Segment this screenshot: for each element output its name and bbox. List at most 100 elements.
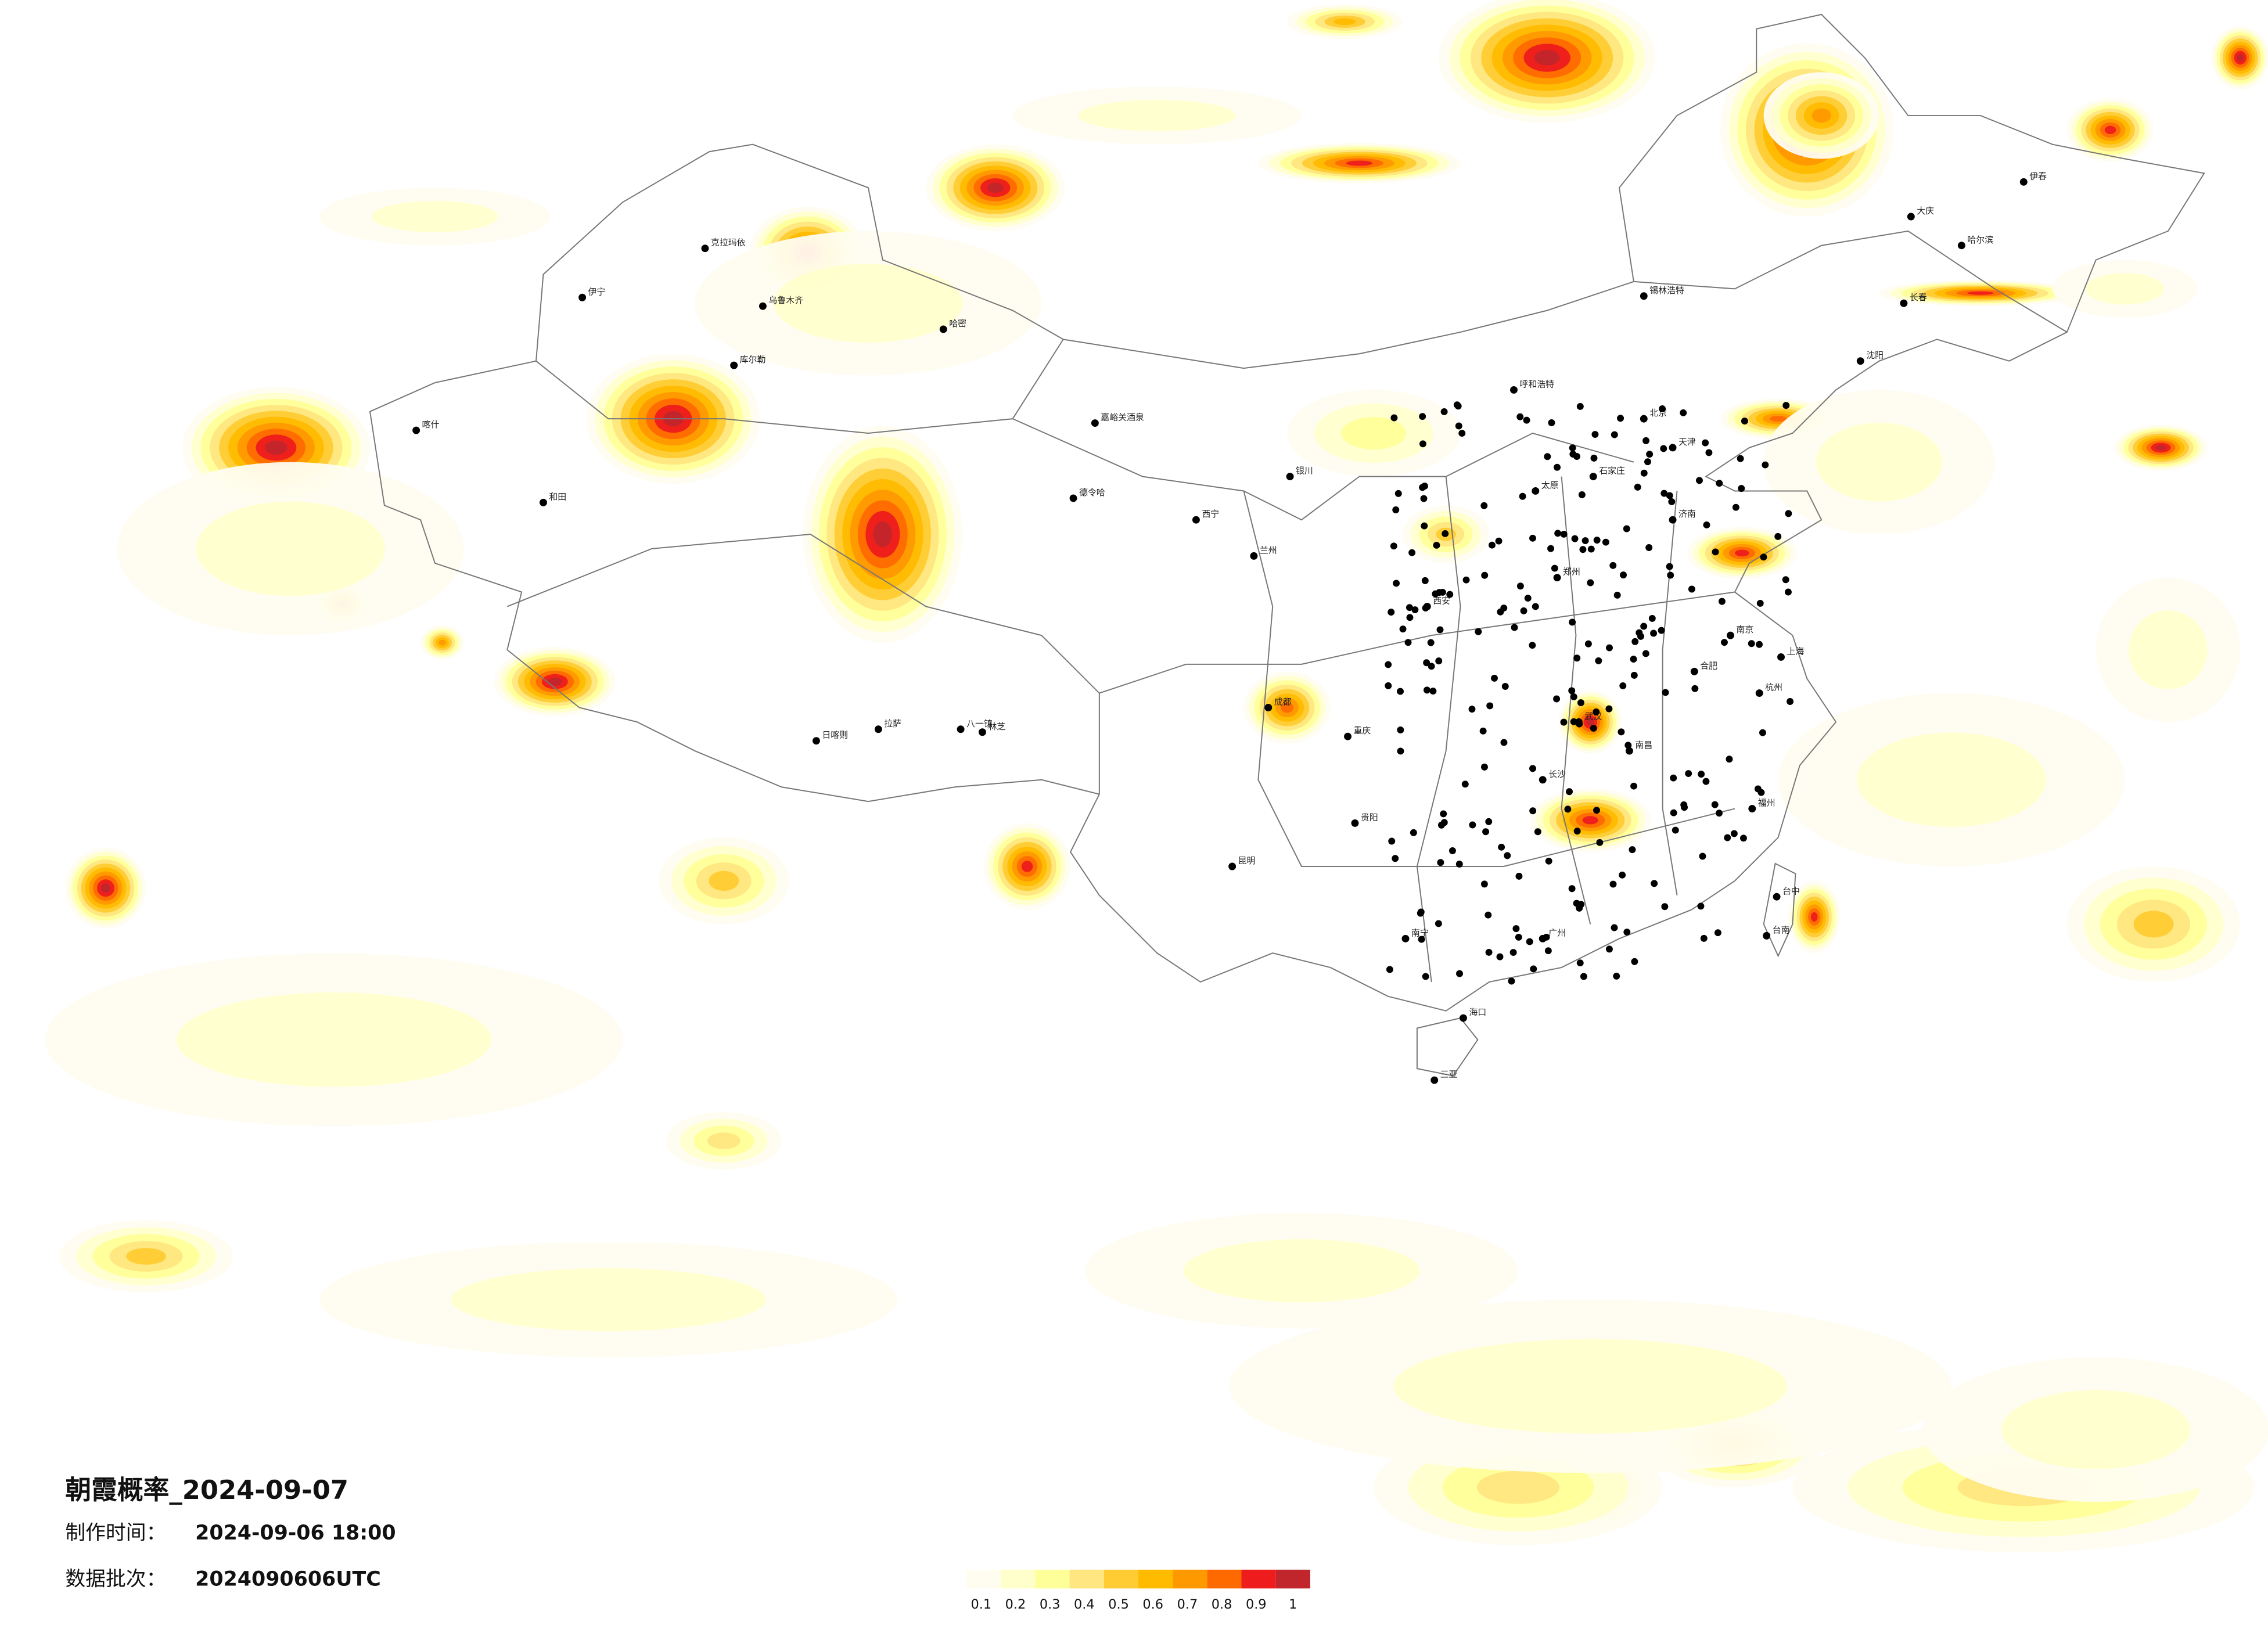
station-dot <box>1436 626 1444 634</box>
station-dot <box>1571 535 1579 542</box>
legend-label: 0.5 <box>1108 1597 1129 1612</box>
city-label: 太原 <box>1541 480 1559 490</box>
station-dot <box>1479 727 1487 735</box>
station-dot <box>1617 415 1624 422</box>
station-dot <box>1716 480 1723 487</box>
city-dot <box>1640 292 1648 300</box>
probability-area <box>548 677 562 686</box>
station-dot <box>1385 661 1392 668</box>
station-dot <box>1423 686 1430 694</box>
station-dot <box>1631 638 1639 645</box>
city-label: 沈阳 <box>1866 350 1884 361</box>
city-dot <box>1430 1076 1439 1084</box>
station-dot <box>1419 413 1426 420</box>
station-dot <box>1404 639 1412 646</box>
city-dot <box>1250 552 1258 560</box>
city-dot <box>1907 213 1915 221</box>
city-label: 济南 <box>1678 509 1696 519</box>
city-label: 杭州 <box>1765 682 1782 693</box>
city-label: 伊春 <box>2029 171 2047 181</box>
station-dot <box>1576 959 1584 967</box>
city-dot <box>2019 178 2028 186</box>
station-dot <box>1730 830 1738 837</box>
station-dot <box>1630 656 1637 663</box>
station-dot <box>1756 599 1764 607</box>
city-dot <box>1727 631 1734 639</box>
city-dot <box>1856 357 1864 365</box>
station-dot <box>1388 609 1395 616</box>
station-dot <box>1646 451 1654 458</box>
station-dot <box>1455 422 1462 430</box>
station-dot <box>1670 774 1677 782</box>
station-dot <box>1530 965 1537 973</box>
station-dot <box>1570 693 1577 700</box>
station-dot <box>1611 924 1618 931</box>
station-dot <box>1691 685 1699 692</box>
station-dot <box>1661 903 1669 911</box>
station-dot <box>1640 469 1648 477</box>
station-dot <box>1486 702 1494 710</box>
city-dot <box>1755 689 1763 697</box>
station-dot <box>1738 485 1745 492</box>
city-dot <box>1459 1014 1467 1022</box>
station-dot <box>1440 819 1448 826</box>
station-dot <box>1397 747 1404 755</box>
station-dot <box>1569 451 1577 458</box>
city-dot <box>1069 494 1077 502</box>
probability-area <box>2155 445 2166 451</box>
station-dot <box>1508 977 1515 985</box>
city-label: 银川 <box>1296 466 1313 476</box>
legend-swatch <box>1275 1570 1310 1589</box>
probability-field <box>45 0 2268 1553</box>
station-dot <box>1702 439 1709 447</box>
station-dot <box>1593 807 1600 814</box>
probability-area <box>1393 1339 1788 1434</box>
station-dot <box>1666 563 1673 570</box>
city-dot <box>874 725 882 733</box>
station-dot <box>1712 548 1719 556</box>
station-dot <box>1485 948 1493 956</box>
city-label: 福州 <box>1758 798 1775 808</box>
city-label: 库尔勒 <box>740 354 766 365</box>
station-dot <box>1419 440 1426 448</box>
station-dot <box>1620 571 1627 579</box>
probability-area <box>774 264 963 343</box>
station-dot <box>1408 549 1416 556</box>
city-dot <box>1777 653 1785 661</box>
probability-area <box>372 200 498 233</box>
station-dot <box>1385 682 1392 689</box>
station-dot <box>1442 530 1449 537</box>
probability-area <box>1770 416 1787 422</box>
station-dot <box>1624 742 1632 749</box>
station-dot <box>1569 444 1576 452</box>
station-dot <box>1619 871 1626 879</box>
station-dot <box>1411 606 1419 614</box>
probability-area <box>707 1132 741 1149</box>
province-line <box>1662 491 1678 895</box>
city-label: 昆明 <box>1238 855 1256 866</box>
station-dot <box>1392 855 1399 862</box>
made-value: 2024-09-06 18:00 <box>195 1521 396 1545</box>
station-dot <box>1726 756 1733 763</box>
probability-area <box>100 883 111 893</box>
station-dot <box>1606 644 1613 652</box>
station-dot <box>1439 588 1446 596</box>
city-dot <box>1192 516 1200 524</box>
station-dot <box>1509 949 1517 956</box>
station-dot <box>1631 958 1638 965</box>
city-label: 西安 <box>1433 595 1450 606</box>
city-dot <box>701 244 709 253</box>
station-dot <box>1700 934 1708 942</box>
probability-area <box>1334 18 1356 26</box>
station-dot <box>1578 491 1586 498</box>
probability-area <box>2237 54 2244 62</box>
station-dot <box>1529 534 1536 542</box>
city-label: 哈密 <box>949 318 966 329</box>
station-dot <box>1640 623 1648 630</box>
station-dot <box>1720 639 1728 646</box>
probability-area <box>1341 417 1407 449</box>
station-dot <box>1515 933 1522 941</box>
station-dot <box>1399 625 1407 633</box>
station-dot <box>1485 911 1492 919</box>
